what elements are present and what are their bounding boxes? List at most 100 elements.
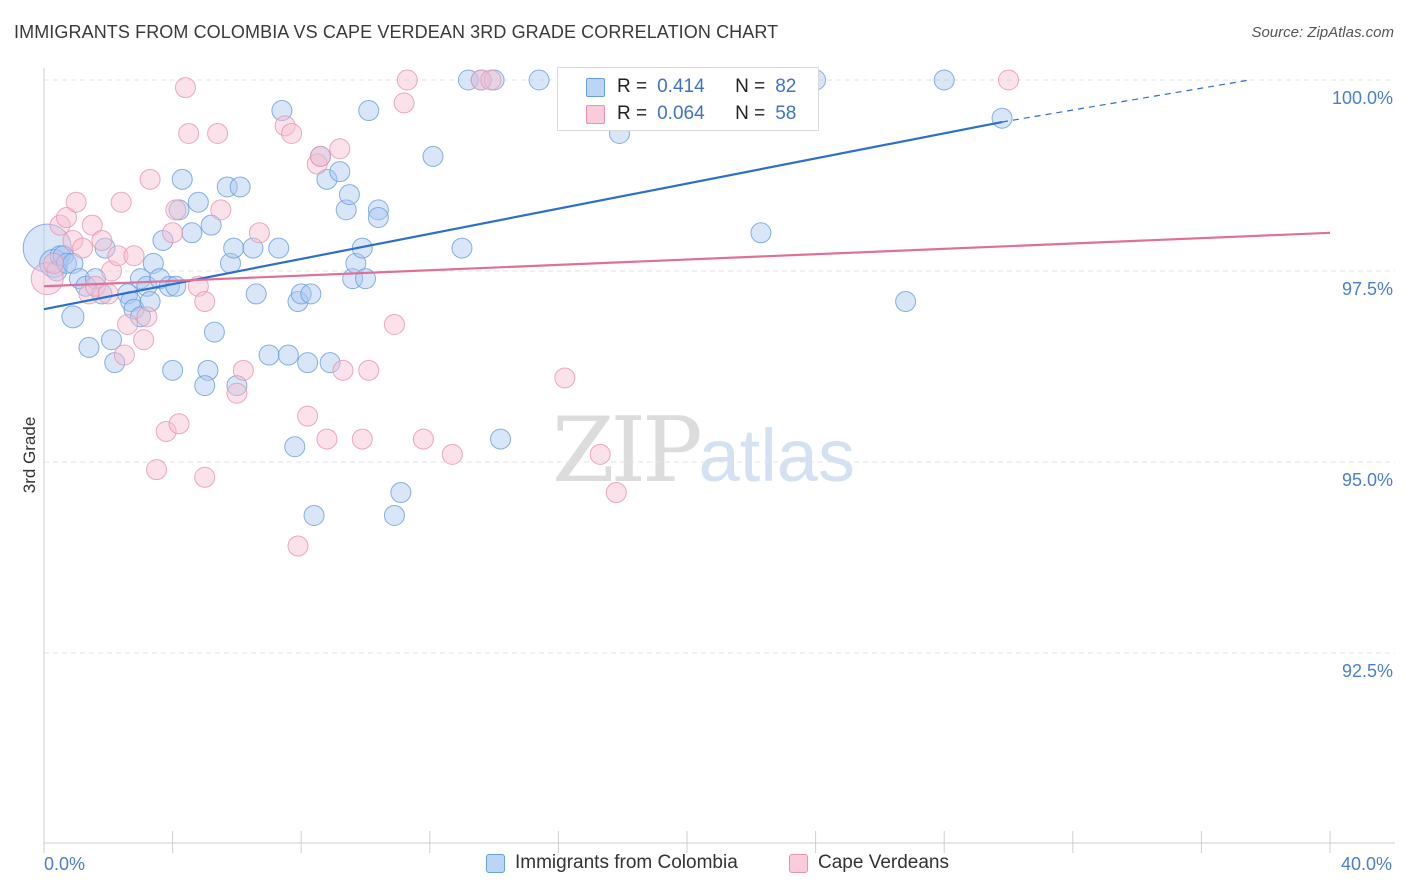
colombia-point (358, 100, 380, 122)
cape-verdean-point (56, 207, 78, 229)
cape-verdean-point (165, 199, 187, 221)
cape-verdean-point (81, 214, 103, 236)
data-points (22, 69, 1019, 557)
colombia-point (750, 222, 772, 244)
cape-verdean-point (589, 443, 611, 465)
colombia-point (300, 283, 322, 305)
bottom-legend-swatch-blue (486, 853, 505, 873)
cape-verdean-point (210, 199, 232, 221)
colombia-point (316, 168, 338, 190)
cape-verdean-point (155, 420, 177, 442)
colombia-point (457, 69, 479, 91)
colombia-point (303, 504, 325, 526)
y-tick-label: 97.5% (1342, 279, 1393, 299)
cape-verdean-point (232, 359, 254, 381)
cape-verdean-point (110, 191, 132, 213)
watermark-atlas: atlas (698, 414, 855, 497)
legend-r-label: R = (617, 103, 648, 124)
legend-n-label: N = (735, 103, 766, 124)
cape-verdean-point (194, 466, 216, 488)
colombia-point (216, 176, 238, 198)
legend-row-colombia: R = 0.414 N = 82 (586, 75, 796, 99)
cape-verdean-trend-line (43, 231, 1331, 288)
cape-verdean-point (393, 92, 415, 114)
cape-verdean-point (248, 222, 270, 244)
cape-verdean-point (178, 122, 200, 144)
legend-row-cape-verdean: R = 0.064 N = 58 (586, 102, 796, 126)
cape-verdean-point (412, 428, 434, 450)
cape-verdean-point (605, 482, 627, 504)
y-tick-label: 95.0% (1342, 470, 1393, 490)
colombia-point (338, 184, 360, 206)
bottom-legend-cape-verdean: Cape Verdeans (789, 852, 949, 874)
colombia-point (162, 359, 184, 381)
cape-verdean-point (281, 122, 303, 144)
cape-verdean-point (441, 443, 463, 465)
colombia-point (528, 69, 550, 91)
cape-verdean-point (174, 77, 196, 99)
cape-verdean-point (383, 313, 405, 335)
source-label: Source: ZipAtlas.com (1251, 24, 1394, 41)
colombia-trend-line (43, 120, 1003, 311)
tick-labels: 100.0% 97.5% 95.0% 92.5% 0.0% 40.0% 3rd Grade (20, 88, 1393, 874)
watermark-zip: ZIP (552, 398, 703, 503)
x-tick-label: 40.0% (1341, 854, 1392, 874)
cape-verdean-point (332, 359, 354, 381)
cape-verdean-point (117, 313, 139, 335)
bottom-legend-label: Immigrants from Colombia (515, 852, 738, 873)
colombia-point (229, 176, 251, 198)
correlation-legend: R = 0.414 N = 82 R = 0.064 N = 58 (557, 67, 819, 131)
bottom-legend-swatch-pink (789, 853, 808, 873)
colombia-point (277, 344, 299, 366)
watermark: ZIPatlas (552, 398, 855, 503)
cape-verdean-point (139, 168, 161, 190)
cape-verdean-point (194, 291, 216, 313)
cape-verdean-point (72, 237, 94, 259)
colombia-point (367, 207, 389, 229)
cape-verdean-point (113, 344, 135, 366)
cape-verdean-point (136, 306, 158, 328)
colombia-point (268, 237, 290, 259)
cape-verdean-point (65, 191, 87, 213)
cape-verdean-point (480, 69, 502, 91)
legend-n-label: N = (735, 76, 766, 97)
colombia-point (319, 352, 341, 374)
cape-verdean-point (396, 69, 418, 91)
colombia-point (245, 283, 267, 305)
cape-verdean-point (207, 122, 229, 144)
cape-verdean-point (309, 145, 331, 167)
colombia-point (194, 375, 216, 397)
colombia-point (78, 336, 100, 358)
colombia-point (297, 352, 319, 374)
colombia-point (165, 275, 187, 297)
legend-r-value: 0.064 (657, 103, 705, 124)
cape-verdean-point (316, 428, 338, 450)
colombia-point (933, 69, 955, 91)
colombia-point (390, 482, 412, 504)
cape-verdean-point (97, 283, 119, 305)
legend-n-value: 58 (775, 103, 797, 124)
legend-swatch-blue (586, 77, 605, 97)
cape-verdean-point (998, 69, 1019, 91)
colombia-point (451, 237, 473, 259)
colombia-point (422, 145, 444, 167)
colombia-point (895, 291, 917, 313)
cape-verdean-point (351, 428, 373, 450)
colombia-point (101, 329, 123, 351)
colombia-point (171, 168, 193, 190)
cape-verdean-point (91, 229, 113, 251)
legend-n-value: 82 (775, 76, 797, 97)
bottom-legend-colombia: Immigrants from Colombia (486, 852, 738, 874)
cape-verdean-point (123, 245, 145, 267)
cape-verdean-point (146, 459, 168, 481)
cape-verdean-point (43, 252, 65, 274)
colombia-point (284, 436, 306, 458)
cape-verdean-point (358, 359, 380, 381)
cape-verdean-point (107, 245, 129, 267)
colombia-point (383, 504, 405, 526)
cape-verdean-point (84, 275, 106, 297)
y-tick-label: 92.5% (1342, 661, 1393, 681)
cape-verdean-point (133, 329, 155, 351)
y-axis-title: 3rd Grade (20, 417, 39, 494)
